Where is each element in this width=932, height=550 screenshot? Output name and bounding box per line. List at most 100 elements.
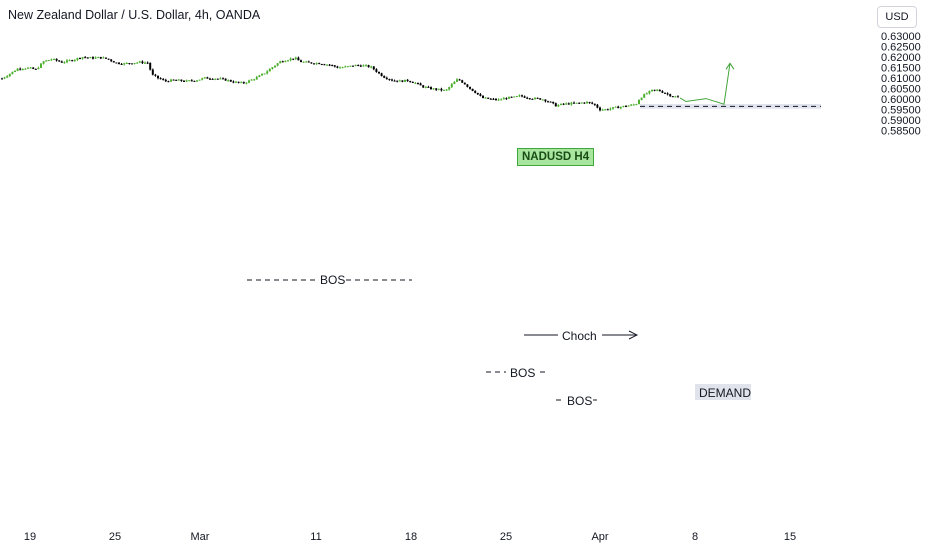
y-tick-label: 0.61500 (881, 63, 921, 75)
candle (645, 92, 648, 95)
candle (73, 59, 76, 62)
candle (224, 78, 227, 81)
candle (284, 60, 287, 63)
candle (279, 60, 282, 64)
candle (393, 79, 396, 82)
x-tick-label: 8 (692, 531, 698, 543)
candle (385, 76, 388, 80)
candle (404, 79, 406, 82)
candle (255, 75, 258, 80)
candle (453, 81, 456, 85)
candle (419, 82, 422, 86)
candle (653, 89, 656, 92)
candle (45, 60, 48, 62)
candle (151, 68, 154, 76)
candle (354, 64, 357, 67)
candle (534, 97, 536, 100)
candle (141, 60, 144, 64)
currency-button[interactable]: USD (877, 6, 917, 28)
candle (86, 57, 89, 59)
candle (359, 64, 362, 68)
demand-label: DEMAND (699, 386, 751, 400)
candle (554, 102, 557, 107)
candle (331, 64, 334, 67)
candle (521, 94, 523, 98)
candle (505, 97, 508, 100)
candle (370, 65, 373, 69)
candle (677, 95, 679, 98)
y-tick-label: 0.60000 (881, 94, 921, 106)
candle (609, 107, 612, 111)
candle (37, 66, 40, 70)
candle (612, 107, 614, 110)
x-tick-label: 18 (405, 531, 417, 543)
candle (635, 103, 638, 106)
candle (71, 59, 74, 62)
candle (617, 105, 620, 109)
candle (185, 79, 188, 83)
candle (34, 68, 37, 70)
candle (430, 86, 432, 90)
candle (287, 59, 289, 62)
candle (388, 78, 391, 81)
candle (549, 101, 552, 103)
candle (110, 59, 113, 63)
candle (120, 62, 123, 65)
candle (599, 106, 601, 112)
candle (203, 77, 206, 79)
candle (601, 108, 604, 111)
candle (42, 60, 45, 65)
candle (396, 80, 399, 83)
candle (383, 75, 386, 79)
candle (102, 56, 105, 59)
candle (484, 96, 487, 99)
candle (450, 82, 453, 89)
candle (575, 102, 578, 104)
candle (417, 82, 419, 85)
candle (248, 79, 250, 84)
candle (81, 57, 84, 60)
candle (6, 75, 9, 79)
candle (432, 87, 435, 90)
candle (167, 80, 170, 83)
candle (510, 96, 513, 98)
y-tick-label: 0.62500 (881, 42, 921, 54)
candle (60, 60, 63, 63)
candle (380, 72, 383, 77)
candle (344, 65, 347, 68)
candle (640, 97, 643, 101)
candle (276, 62, 279, 67)
candle (578, 102, 581, 104)
candle (76, 57, 79, 62)
candle (302, 61, 305, 63)
candle (292, 58, 295, 61)
candle (118, 62, 120, 65)
candle (666, 92, 669, 96)
candle (547, 100, 549, 103)
candle (216, 78, 219, 80)
candle (206, 76, 209, 79)
candle (604, 108, 607, 111)
candle (250, 79, 253, 81)
candle (427, 85, 430, 88)
candle (318, 62, 321, 65)
candle (198, 79, 201, 81)
candle (227, 79, 230, 82)
candle (352, 65, 354, 67)
candle (1, 77, 3, 80)
symbol-label: NADUSD H4 (517, 148, 595, 166)
candle (242, 81, 245, 84)
candle (539, 98, 542, 100)
candles (1, 56, 679, 112)
candle (367, 64, 370, 68)
x-tick-label: 25 (109, 531, 121, 543)
candle (310, 62, 313, 64)
candle (669, 93, 672, 97)
candle (313, 63, 315, 65)
candle (157, 75, 159, 80)
candle (614, 106, 617, 108)
candle (544, 99, 547, 103)
x-tick-label: 15 (784, 531, 796, 543)
candle (19, 67, 22, 71)
